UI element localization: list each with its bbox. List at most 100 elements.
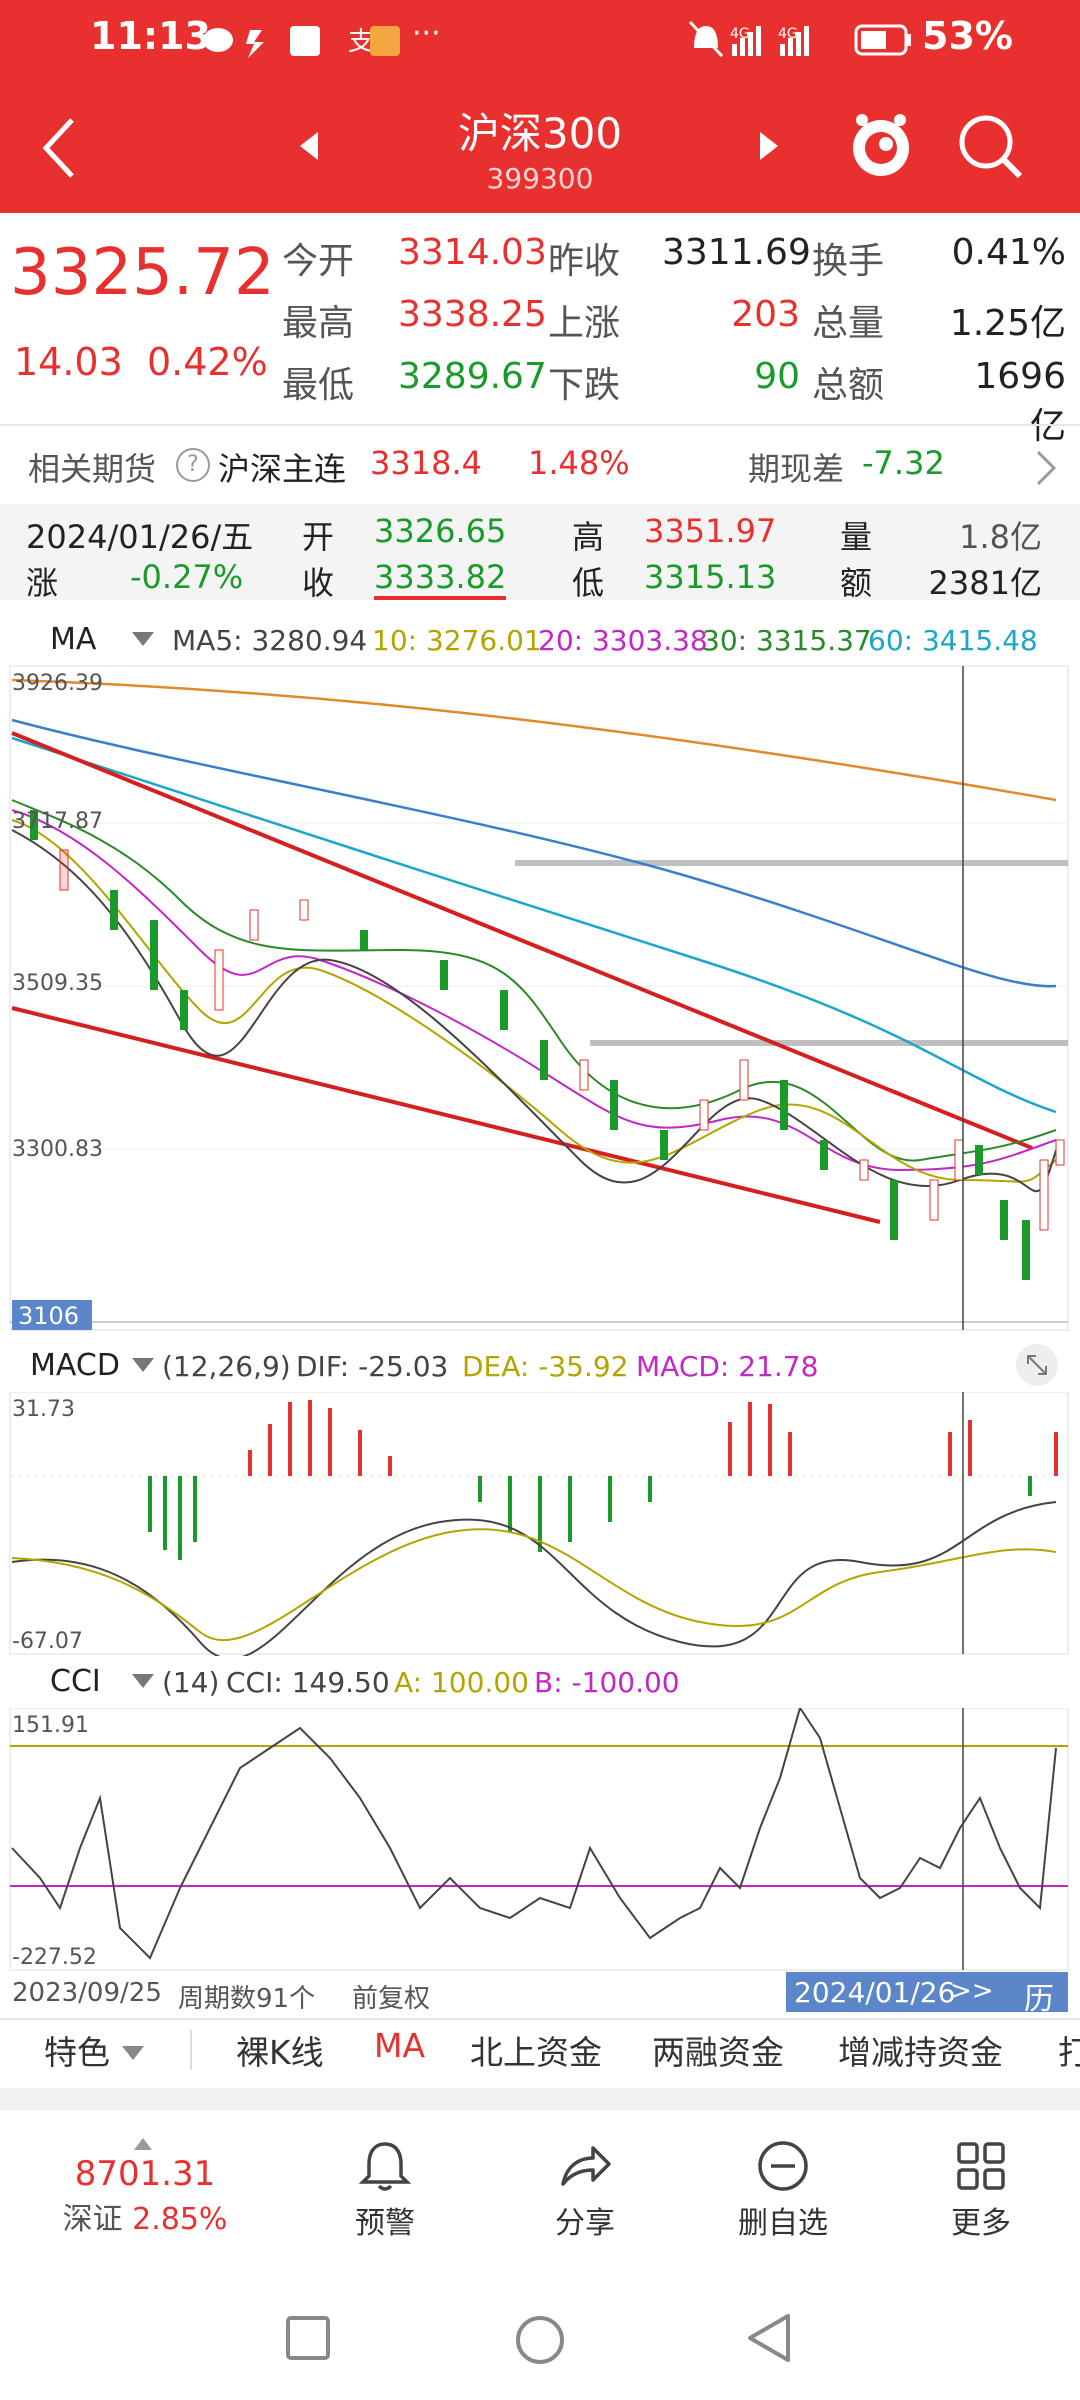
- dropdown-icon[interactable]: [132, 632, 154, 646]
- y-axis-label: 3300.83: [12, 1137, 103, 1162]
- day-high: 3351.97: [644, 512, 777, 550]
- chevron-down-icon[interactable]: [122, 2046, 144, 2060]
- next-stock-icon[interactable]: [756, 130, 780, 162]
- cci-a: A: 100.00: [394, 1666, 529, 1699]
- day-close-label: 收: [302, 564, 335, 602]
- ma-line-blue: [11, 718, 1057, 988]
- share-button[interactable]: 分享: [520, 2138, 650, 2242]
- macd-chart[interactable]: 31.73 -67.07: [0, 1392, 1080, 1656]
- futures-price: 3318.4: [370, 444, 482, 482]
- trend-line-lower: [11, 1006, 881, 1224]
- more-button[interactable]: 更多: [916, 2138, 1046, 2242]
- back-icon[interactable]: [38, 116, 78, 180]
- recent-apps-icon[interactable]: [284, 2314, 332, 2362]
- notification-icons: 支: [203, 26, 400, 58]
- vol-label: 总量: [812, 303, 885, 344]
- status-bar: 11:13 支 ··· 4G 4G 53%: [0, 0, 1080, 80]
- macd-dif: DIF: -25.03: [296, 1350, 449, 1383]
- candlestick-chart[interactable]: 3926.39 3717.87 3509.35 3300.83 3106: [0, 660, 1080, 1340]
- futures-row[interactable]: 相关期货 ? 沪深主连 3318.4 1.48% 期现差 -7.32: [0, 430, 1080, 502]
- help-icon[interactable]: ?: [176, 448, 210, 482]
- cci-label: CCI: [50, 1664, 101, 1699]
- chart-frame: [9, 1708, 1069, 1971]
- expand-icon[interactable]: [1014, 1342, 1060, 1388]
- tab-shareholding[interactable]: 增减持资金: [838, 2033, 1003, 2072]
- search-icon[interactable]: [956, 112, 1026, 182]
- battery-percent: 53%: [922, 14, 1013, 58]
- tab-more[interactable]: 打: [1058, 2033, 1080, 2072]
- down-label: 下跌: [548, 365, 621, 406]
- cci-value: CCI: 149.50: [226, 1666, 390, 1699]
- tab-bare-k[interactable]: 裸K线: [236, 2033, 324, 2072]
- alert-button[interactable]: 预警: [320, 2138, 450, 2242]
- macd-dea: DEA: -35.92: [462, 1350, 629, 1383]
- ma10-line: [11, 819, 1057, 1183]
- alert-label: 预警: [355, 2206, 415, 2241]
- day-chg: -0.27%: [130, 558, 244, 596]
- stock-code: 399300: [486, 162, 594, 195]
- grid-icon: [957, 2142, 1005, 2190]
- minus-circle-icon: [758, 2141, 808, 2191]
- ma60-value: 60: 3415.48: [868, 624, 1038, 657]
- down-value: 90: [754, 356, 800, 397]
- cci-ytop: 151.91: [12, 1713, 89, 1738]
- ma20-value: 20: 3303.38: [538, 624, 708, 657]
- cci-legend[interactable]: CCI (14) CCI: 149.50 A: 100.00 B: -100.0…: [0, 1658, 1080, 1708]
- dropdown-icon[interactable]: [132, 1358, 154, 1372]
- ma-legend[interactable]: MA MA5: 3280.94 10: 3276.01 20: 3303.38 …: [0, 612, 1080, 668]
- macd-legend[interactable]: MACD (12,26,9) DIF: -25.03 DEA: -35.92 M…: [0, 1342, 1080, 1392]
- chevron-right-icon: [1036, 450, 1057, 486]
- day-date: 2024/01/26/五: [26, 518, 254, 556]
- day-vol: 1.8亿: [959, 518, 1042, 556]
- dropdown-icon[interactable]: [132, 1674, 154, 1688]
- up-label: 上涨: [548, 303, 621, 344]
- divider: [0, 2018, 1080, 2020]
- indicator-tab-bar: 特色 裸K线 MA 北上资金 两融资金 增减持资金 打: [0, 2026, 1080, 2086]
- tab-northbound[interactable]: 北上资金: [470, 2033, 602, 2072]
- prev-label: 昨收: [548, 241, 621, 282]
- tab-margin[interactable]: 两融资金: [652, 2033, 784, 2072]
- cursor-date-tag[interactable]: 2024/01/26 >> 历: [786, 1972, 1068, 2017]
- cursor-nav[interactable]: >>: [950, 1976, 994, 2006]
- dea-line: [11, 1528, 1057, 1642]
- y-axis-label: 3717.87: [12, 809, 103, 834]
- divider: [190, 2030, 192, 2070]
- history-button[interactable]: 历: [1024, 1982, 1054, 2017]
- ma20-line: [11, 809, 1057, 1172]
- index-value: 8701.31: [74, 2154, 216, 2194]
- cci-params: (14): [162, 1666, 220, 1699]
- ma-long-line: [11, 678, 1057, 802]
- index-ticker[interactable]: 8701.31 深证 2.85%: [40, 2154, 250, 2238]
- cursor-date: 2024/01/26: [794, 1976, 956, 2009]
- cursor-price-tag: [12, 1300, 92, 1330]
- net1: 4G: [730, 26, 750, 42]
- remove-label: 删自选: [738, 2206, 828, 2241]
- prev-stock-icon[interactable]: [298, 130, 322, 162]
- vol-value: 1.25亿: [949, 303, 1066, 344]
- cci-line: [11, 1708, 1057, 1960]
- cci-chart[interactable]: 151.91 -227.52: [0, 1708, 1080, 1972]
- share-icon: [561, 2146, 611, 2186]
- basis-value: -7.32: [862, 444, 945, 482]
- home-icon[interactable]: [514, 2314, 566, 2366]
- share-label: 分享: [555, 2206, 615, 2241]
- back-nav-icon[interactable]: [744, 2312, 796, 2364]
- spacer: [0, 2088, 1080, 2110]
- tab-featured[interactable]: 特色: [44, 2033, 110, 2072]
- remove-watchlist-button[interactable]: 删自选: [718, 2138, 848, 2242]
- caret-up-icon[interactable]: [134, 2138, 152, 2150]
- assistant-icon[interactable]: [848, 108, 914, 184]
- amt-label: 总额: [812, 365, 885, 406]
- cci-ybot: -227.52: [12, 1945, 97, 1970]
- y-axis-label: 3926.39: [12, 671, 103, 696]
- futures-name: 沪深主连: [218, 450, 347, 488]
- high-label: 最高: [282, 303, 355, 344]
- day-vol-label: 量: [840, 518, 873, 556]
- macd-params: (12,26,9): [162, 1350, 291, 1383]
- tab-ma[interactable]: MA: [374, 2026, 426, 2065]
- app-header: 沪深300 399300: [0, 80, 1080, 213]
- open-label: 今开: [282, 241, 355, 282]
- adjust-mode[interactable]: 前复权: [352, 1984, 431, 2014]
- last-price: 3325.72: [10, 236, 275, 310]
- svg-text:支: 支: [348, 27, 374, 57]
